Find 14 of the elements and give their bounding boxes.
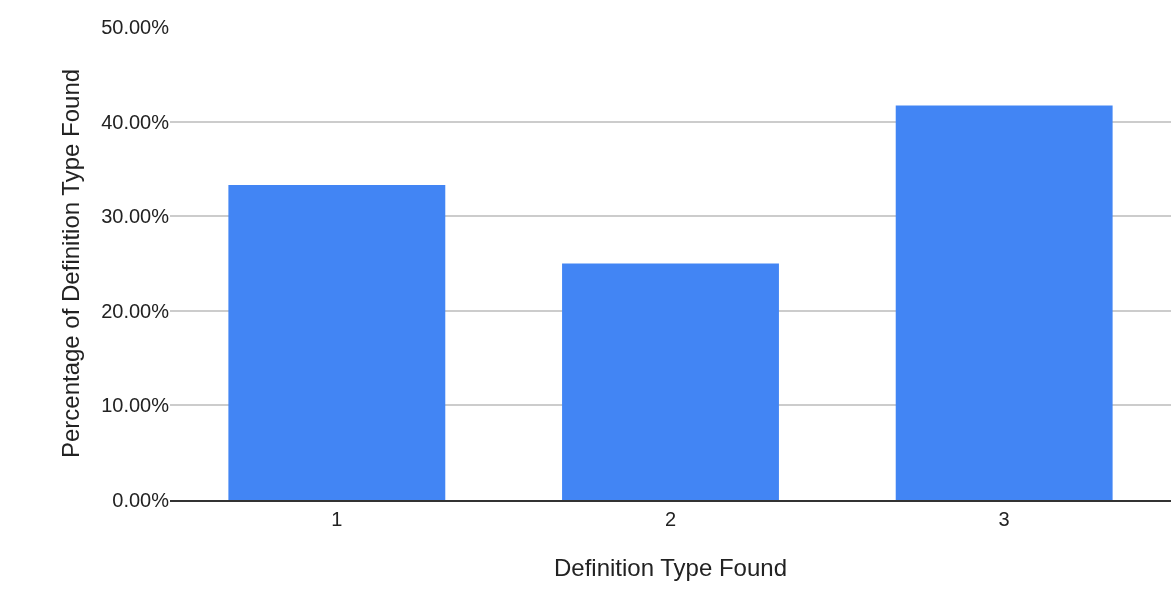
bar xyxy=(895,105,1113,500)
bar xyxy=(562,263,779,500)
x-tick-label: 1 xyxy=(331,507,343,530)
y-tick-label: 40.00% xyxy=(101,110,170,133)
y-tick-label: 10.00% xyxy=(101,394,170,417)
y-tick-label: 50.00% xyxy=(101,16,170,38)
bar xyxy=(228,184,446,500)
y-tick-label: 20.00% xyxy=(101,299,170,322)
x-tick-label: 2 xyxy=(664,507,677,530)
y-tick-label: 30.00% xyxy=(101,205,170,228)
y-tick-label: 0.00% xyxy=(112,489,170,511)
x-axis-title: Definition Type Found xyxy=(553,553,788,581)
x-tick-label: 3 xyxy=(998,507,1010,530)
y-axis-title: Percentage of Definition Type Found xyxy=(57,68,85,459)
